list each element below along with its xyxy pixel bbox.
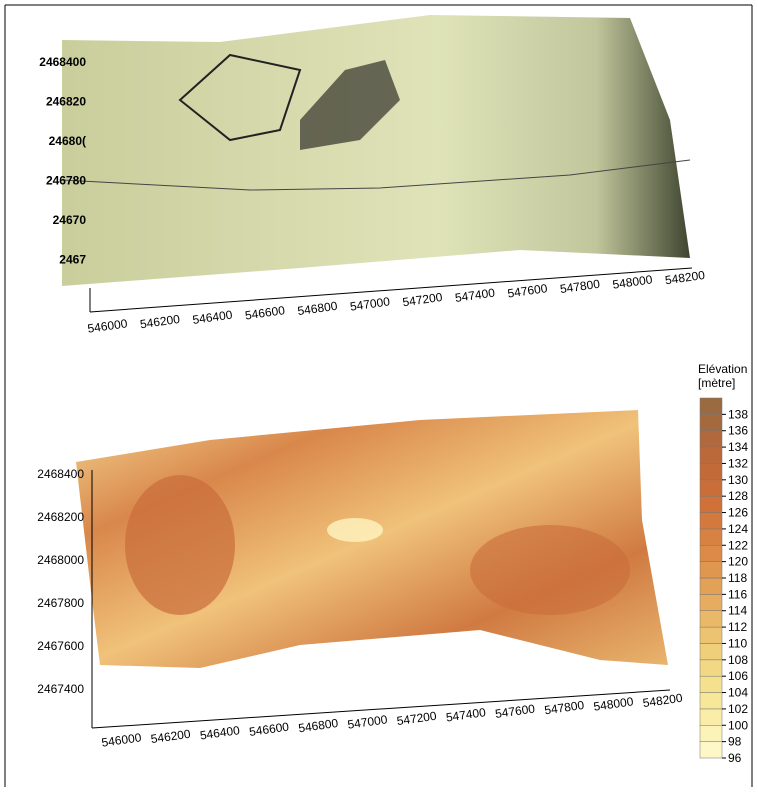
colorbar-tick-label: 102 [728,702,748,716]
x-tick-label: 546400 [199,723,241,742]
colorbar-band [700,480,722,496]
colorbar-tick-label: 112 [728,620,747,634]
y-tick-label: 2468000 [37,553,84,567]
x-tick-label: 548000 [593,694,635,713]
x-tick-label: 547000 [347,712,389,731]
x-tick-label: 546800 [297,716,339,735]
y-tick-label: 24670 [53,213,87,227]
colorbar-band [700,414,722,430]
colorbar-tick-label: 138 [728,407,748,421]
y-tick-label: 2467400 [37,682,84,696]
colorbar-band [700,709,722,725]
colorbar-band [700,545,722,561]
x-tick-label: 547400 [445,705,487,724]
x-tick-label: 547200 [402,290,444,309]
colorbar-tick-label: 130 [728,473,748,487]
x-tick-label: 547400 [454,285,496,304]
colorbar-tick-label: 120 [728,555,748,569]
colorbar-band [700,496,722,512]
x-tick-label: 546600 [244,303,286,322]
colorbar-tick-label: 134 [728,440,748,454]
colorbar-tick-label: 122 [728,538,748,552]
y-tick-label: 2468400 [39,55,86,69]
colorbar-tick-label: 124 [728,522,748,536]
colorbar-tick-label: 132 [728,456,748,470]
colorbar-band [700,447,722,463]
colorbar-band [700,627,722,643]
x-tick-label: 548200 [642,691,684,710]
x-tick-label: 546800 [297,299,339,318]
x-tick-label: 546200 [150,727,192,746]
colorbar-tick-label: 116 [728,587,747,601]
colorbar-title: [mètre] [698,376,735,390]
colorbar-tick-label: 118 [728,571,747,585]
colorbar: Elévation [mètre] [698,362,747,390]
y-tick-label: 246780 [46,174,86,188]
y-tick-label: 24680( [49,134,86,148]
x-tick-label: 546000 [101,730,143,749]
colorbar-band [700,398,722,414]
colorbar-band [700,431,722,447]
surface-zone [470,525,630,615]
x-tick-label: 547800 [543,698,585,717]
colorbar-tick-label: 128 [728,489,748,503]
surface-zone [327,518,383,542]
colorbar-band [700,643,722,659]
x-tick-label: 546400 [192,307,234,326]
colorbar-band [700,513,722,529]
colorbar-tick-label: 106 [728,669,748,683]
colorbar-tick-label: 108 [728,653,748,667]
colorbar-band [700,676,722,692]
colorbar-band [700,578,722,594]
x-tick-label: 548200 [664,268,706,287]
y-tick-label: 246820 [46,95,86,109]
colorbar-band [700,562,722,578]
colorbar-tick-label: 126 [728,506,748,520]
y-tick-label: 2467600 [37,639,84,653]
x-tick-label: 548000 [612,272,654,291]
colorbar-tick-label: 110 [728,636,747,650]
colorbar-band [700,463,722,479]
y-tick-label: 2468200 [37,510,84,524]
colorbar-band [700,693,722,709]
colorbar-title: Elévation [698,362,747,376]
x-tick-label: 547000 [349,294,391,313]
surface-zone [125,475,235,615]
colorbar-band [700,660,722,676]
colorbar-tick-label: 114 [728,604,747,618]
x-tick-label: 547600 [494,701,536,720]
colorbar-band [700,611,722,627]
surface-map [62,15,690,286]
screenshot: Elévation [mètre] 546000 546200 546400 5466… [0,0,758,787]
x-tick-label: 547800 [559,277,601,296]
colorbar-tick-label: 98 [728,735,742,749]
x-tick-label: 547600 [507,281,549,300]
y-tick-label: 2467800 [37,596,84,610]
x-tick-label: 547200 [396,709,438,728]
y-tick-label: 2467 [59,253,86,267]
colorbar-tick-label: 96 [728,751,742,765]
colorbar-band [700,742,722,758]
y-tick-label: 2468400 [37,467,84,481]
colorbar-tick-label: 104 [728,686,748,700]
x-tick-label: 546600 [248,719,290,738]
colorbar-band [700,529,722,545]
colorbar-band [700,725,722,741]
colorbar-tick-label: 136 [728,424,748,438]
x-tick-label: 546000 [87,316,129,335]
colorbar-tick-label: 100 [728,718,748,732]
colorbar-band [700,594,722,610]
x-tick-label: 546200 [139,312,181,331]
